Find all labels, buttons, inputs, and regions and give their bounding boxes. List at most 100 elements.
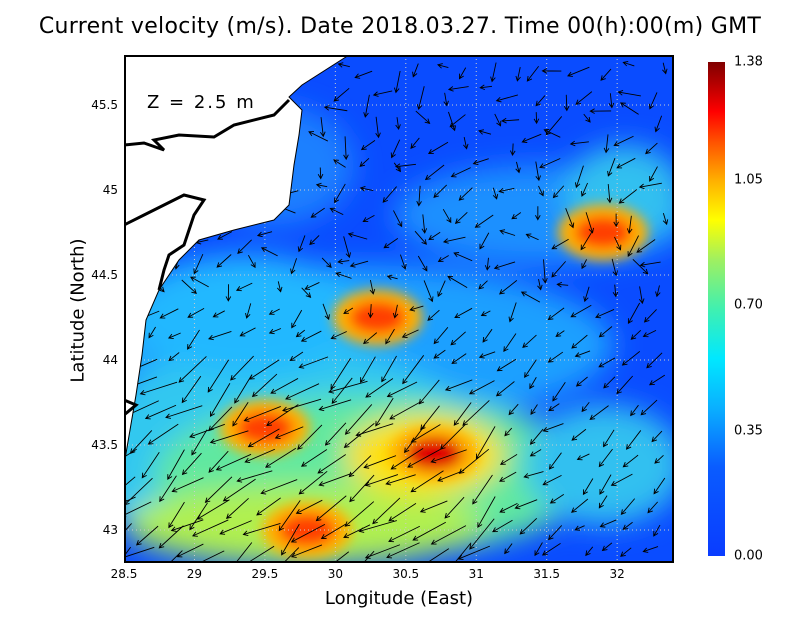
velocity-arrow	[168, 501, 185, 529]
velocity-map	[124, 55, 674, 563]
velocity-arrow	[410, 137, 420, 149]
velocity-arrow	[454, 307, 473, 319]
velocity-arrow	[343, 236, 352, 259]
velocity-arrow	[420, 405, 440, 431]
colorbar-tick-label: 0.00	[734, 548, 763, 564]
velocity-arrow	[477, 496, 496, 529]
velocity-arrow	[607, 157, 616, 177]
velocity-arrow	[424, 164, 445, 181]
x-tick-label: 32	[609, 567, 625, 581]
velocity-arrow	[458, 67, 467, 80]
velocity-arrow	[492, 187, 499, 200]
velocity-arrow	[386, 381, 418, 398]
velocity-arrow	[535, 95, 546, 107]
velocity-arrow	[654, 115, 663, 133]
velocity-arrow	[222, 478, 256, 502]
velocity-arrow	[234, 374, 253, 404]
velocity-arrow	[417, 255, 428, 272]
velocity-arrow	[524, 359, 537, 378]
velocity-arrow	[355, 423, 394, 437]
velocity-arrow	[333, 159, 346, 168]
velocity-arrow	[433, 349, 446, 359]
velocity-arrow	[295, 329, 306, 338]
velocity-arrow	[395, 117, 401, 130]
velocity-arrow	[511, 212, 522, 220]
velocity-arrow	[165, 405, 203, 419]
velocity-arrow	[621, 351, 641, 366]
velocity-arrow	[401, 329, 419, 338]
velocity-arrow	[484, 257, 491, 271]
velocity-arrow	[499, 229, 516, 236]
velocity-arrow	[300, 449, 328, 467]
velocity-arrow	[490, 62, 497, 83]
velocity-arrow	[333, 551, 350, 563]
velocity-arrow	[509, 143, 516, 157]
velocity-arrow	[551, 261, 566, 278]
velocity-arrow	[334, 183, 346, 204]
velocity-arrow	[124, 523, 132, 533]
y-tick-label: 43.5	[91, 438, 118, 452]
velocity-arrow	[242, 522, 281, 536]
velocity-arrow	[362, 214, 375, 222]
velocity-arrow	[381, 355, 397, 383]
velocity-arrow	[523, 471, 544, 479]
velocity-arrow	[207, 359, 230, 393]
colorbar-tick-label: 0.35	[734, 423, 763, 439]
velocity-arrow	[256, 231, 273, 238]
figure-title: Current velocity (m/s). Date 2018.03.27.…	[38, 14, 762, 39]
velocity-arrow	[626, 215, 633, 234]
velocity-arrow	[433, 326, 449, 345]
velocity-arrow	[232, 402, 249, 427]
velocity-arrow	[344, 404, 373, 435]
velocity-arrow	[217, 231, 233, 240]
velocity-arrow	[364, 544, 401, 559]
x-tick-label: 29	[186, 567, 203, 581]
velocity-arrow	[598, 495, 608, 509]
speed-field-patch	[124, 255, 364, 375]
velocity-arrow	[416, 86, 425, 111]
velocity-arrow	[620, 498, 636, 515]
velocity-arrow	[616, 157, 636, 169]
velocity-arrow	[622, 60, 635, 67]
velocity-arrow	[190, 276, 209, 288]
speed-field-patch	[279, 514, 336, 546]
velocity-arrow	[627, 235, 640, 257]
velocity-arrow	[219, 520, 252, 535]
velocity-arrow	[171, 477, 204, 493]
velocity-arrow	[409, 305, 424, 312]
velocity-arrow	[450, 167, 471, 178]
velocity-arrow	[349, 474, 375, 503]
velocity-arrow	[419, 500, 448, 513]
velocity-arrow	[610, 473, 633, 486]
velocity-arrow	[612, 284, 619, 298]
velocity-arrow	[260, 247, 278, 257]
velocity-arrow	[583, 286, 590, 303]
velocity-arrow	[216, 254, 232, 268]
y-tick-label: 43	[102, 523, 118, 537]
velocity-arrow	[654, 455, 664, 464]
velocity-arrow	[611, 258, 618, 277]
velocity-arrow	[598, 448, 613, 468]
velocity-arrow	[508, 403, 519, 416]
velocity-arrow	[268, 308, 280, 315]
velocity-arrow	[443, 92, 449, 107]
velocity-arrow	[289, 351, 304, 362]
velocity-arrow	[193, 253, 204, 275]
velocity-arrow	[622, 521, 633, 530]
velocity-arrow	[428, 141, 449, 155]
velocity-arrow	[430, 525, 467, 545]
velocity-arrow	[386, 542, 420, 559]
velocity-arrow	[410, 470, 444, 493]
velocity-arrow	[642, 546, 659, 553]
velocity-arrow	[317, 167, 324, 180]
velocity-arrow	[480, 310, 491, 317]
velocity-arrow	[196, 499, 230, 520]
velocity-arrow	[321, 257, 332, 269]
velocity-arrow	[427, 309, 440, 321]
velocity-arrow	[613, 135, 634, 147]
velocity-arrow	[515, 67, 521, 82]
velocity-arrow	[290, 524, 326, 543]
velocity-arrow	[392, 304, 399, 319]
velocity-arrow	[423, 280, 434, 303]
velocity-arrow	[385, 474, 416, 486]
